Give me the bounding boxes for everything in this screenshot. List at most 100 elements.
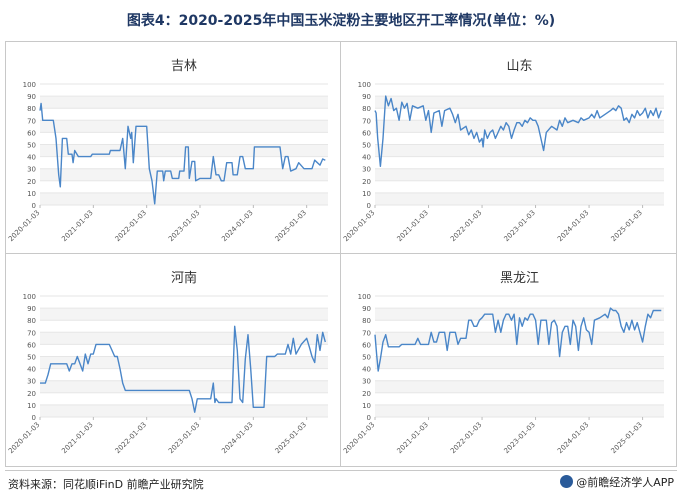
x-tick-label: 2020-01-03	[7, 209, 41, 243]
x-tick-label: 2024-01-03	[220, 421, 254, 455]
plot-stripe	[375, 144, 664, 157]
y-tick-label: 10	[27, 190, 36, 198]
y-tick-label: 90	[27, 93, 36, 101]
x-tick-label: 2020-01-03	[342, 421, 376, 455]
x-tick-label: 2020-01-03	[7, 421, 41, 455]
x-tick-label: 2022-01-03	[114, 209, 148, 243]
y-tick-label: 90	[362, 305, 371, 313]
x-tick-label: 2023-01-03	[503, 209, 537, 243]
y-tick-label: 100	[23, 293, 36, 301]
series-line	[40, 325, 326, 413]
x-tick-label: 2025-01-03	[610, 209, 644, 243]
y-tick-label: 0	[32, 414, 36, 422]
y-tick-label: 90	[362, 93, 371, 101]
y-tick-label: 20	[362, 178, 371, 186]
panel-divider-horizontal	[5, 253, 677, 254]
x-tick-label: 2021-01-03	[396, 421, 430, 455]
y-tick-label: 90	[27, 305, 36, 313]
y-tick-label: 30	[27, 378, 36, 386]
x-tick-label: 2025-01-03	[274, 421, 308, 455]
y-tick-label: 0	[367, 414, 371, 422]
y-tick-label: 50	[27, 142, 36, 150]
y-tick-label: 60	[362, 129, 371, 137]
plot-stripe	[375, 404, 664, 417]
plot-stripe	[40, 144, 328, 157]
panel-shandong: 0 10 20 30 40 50 60 70 80 90 100 2020-01-03 2021-01-…	[341, 42, 676, 252]
panel-divider-vertical	[340, 41, 341, 467]
y-tick-label: 70	[27, 117, 36, 125]
x-tick-label: 2022-01-03	[449, 209, 483, 243]
x-tick-label: 2024-01-03	[220, 209, 254, 243]
y-tick-label: 100	[358, 81, 371, 89]
panel-henan: 0 10 20 30 40 50 60 70 80 90 100 2020-01-03 2021-01-…	[6, 254, 340, 466]
y-tick-label: 40	[362, 366, 371, 374]
y-tick-label: 40	[27, 154, 36, 162]
y-tick-label: 30	[362, 166, 371, 174]
plot-stripe	[40, 120, 328, 133]
plot-stripe	[375, 308, 664, 321]
y-tick-label: 60	[27, 129, 36, 137]
series-line	[39, 102, 326, 205]
brand-text: @前瞻经济学人APP	[576, 476, 674, 489]
y-tick-label: 80	[27, 105, 36, 113]
y-tick-label: 60	[27, 341, 36, 349]
y-tick-label: 80	[362, 317, 371, 325]
x-tick-label: 2023-01-03	[167, 421, 201, 455]
plot-stripe	[40, 356, 328, 369]
y-tick-label: 30	[27, 166, 36, 174]
x-tick-label: 2021-01-03	[396, 209, 430, 243]
plot-stripe	[375, 96, 664, 109]
panel-title: 河南	[171, 270, 197, 286]
plot-stripe	[40, 168, 328, 181]
x-tick-label: 2024-01-03	[556, 209, 590, 243]
y-tick-label: 50	[27, 354, 36, 362]
brand-logo-icon	[560, 475, 574, 488]
y-tick-label: 50	[362, 142, 371, 150]
y-tick-label: 40	[27, 366, 36, 374]
x-tick-label: 2025-01-03	[610, 421, 644, 455]
plot-stripe	[375, 356, 664, 369]
x-tick-label: 2023-01-03	[503, 421, 537, 455]
plot-stripe	[40, 192, 328, 205]
y-tick-label: 0	[32, 202, 36, 210]
footer-divider	[5, 470, 677, 471]
panel-title: 山东	[506, 59, 532, 74]
y-tick-label: 70	[362, 117, 371, 125]
x-tick-label: 2022-01-03	[449, 421, 483, 455]
plot-stripe	[375, 120, 664, 133]
x-tick-label: 2021-01-03	[60, 209, 94, 243]
y-tick-label: 30	[362, 378, 371, 386]
panel-title: 黑龙江	[500, 271, 539, 286]
source-note: 资料来源：同花顺iFinD 前瞻产业研究院	[8, 478, 204, 491]
plot-stripe	[40, 308, 328, 321]
chart-shandong: 0 10 20 30 40 50 60 70 80 90 100 2020-01-03 2021-01-…	[342, 59, 664, 243]
x-tick-label: 2020-01-03	[342, 209, 376, 243]
y-tick-label: 10	[362, 402, 371, 410]
y-tick-label: 80	[27, 317, 36, 325]
x-tick-label: 2022-01-03	[114, 421, 148, 455]
chart-frame	[5, 41, 677, 467]
y-tick-label: 100	[358, 293, 371, 301]
x-tick-label: 2024-01-03	[556, 421, 590, 455]
y-tick-label: 20	[27, 178, 36, 186]
y-tick-label: 80	[362, 105, 371, 113]
series-line	[374, 307, 662, 372]
y-tick-label: 10	[362, 190, 371, 198]
series-line	[374, 95, 662, 167]
y-tick-label: 10	[27, 402, 36, 410]
plot-stripe	[375, 168, 664, 181]
y-tick-label: 20	[362, 390, 371, 398]
panel-jilin: 0 10 20 30 40 50 60 70 80 90 100 2020-01-03 2021-01-…	[6, 42, 340, 252]
chart-jilin: 0 10 20 30 40 50 60 70 80 90 100 2020-01-03 2021-01-…	[7, 59, 328, 243]
chart-heilongjiang: 0 10 20 30 40 50 60 70 80 90 100 2020-01-03 2021-01-…	[342, 271, 664, 455]
y-tick-label: 0	[367, 202, 371, 210]
plot-stripe	[375, 380, 664, 393]
chart-henan: 0 10 20 30 40 50 60 70 80 90 100 2020-01-03 2021-01-…	[7, 270, 328, 455]
y-tick-label: 60	[362, 341, 371, 349]
panel-title: 吉林	[171, 59, 197, 74]
y-tick-label: 20	[27, 390, 36, 398]
plot-stripe	[40, 332, 328, 345]
brand-label: @前瞻经济学人APP	[560, 474, 674, 490]
chart-title: 图表4：2020-2025年中国玉米淀粉主要地区开工率情况(单位：%)	[126, 13, 556, 29]
x-tick-label: 2021-01-03	[60, 421, 94, 455]
